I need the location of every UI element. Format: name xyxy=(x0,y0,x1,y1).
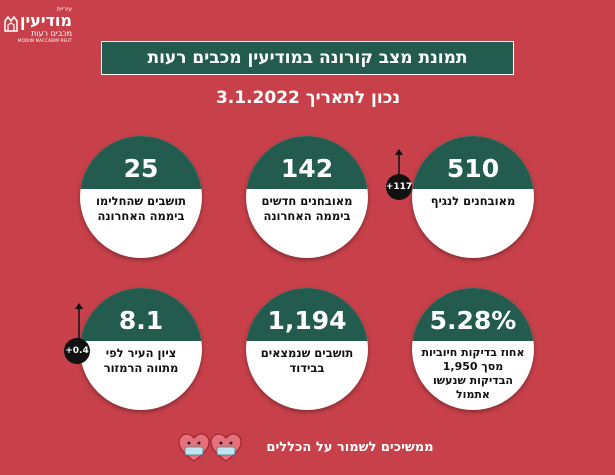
stat-value: 510 xyxy=(412,136,534,189)
crown-icon xyxy=(4,16,18,32)
page-title-text: תמונת מצב קורונה במודיעין מכבים רעות xyxy=(147,48,468,68)
logo-city-name: מודיעין xyxy=(19,11,72,30)
stat-value: 5.28% xyxy=(412,288,534,341)
stat-card-positive-rate: 5.28% אחוז בדיקות חיוביות מסך 1,950 הבדי… xyxy=(412,288,534,410)
stat-value: 25 xyxy=(80,136,202,189)
stat-label: תושבים שהחלימו ביממה האחרונה xyxy=(95,194,187,223)
stat-card-traffic-light-score: 8.1 ציון העיר לפי מתווה הרמזור xyxy=(80,288,202,410)
stat-label: אחוז בדיקות חיוביות מסך 1,950 הבדיקות שנ… xyxy=(421,346,525,401)
delta-badge-score: +0.4 xyxy=(64,338,90,364)
stat-card-recovered: 25 תושבים שהחלימו ביממה האחרונה xyxy=(80,136,202,258)
delta-badge-confirmed: +117 xyxy=(386,174,412,200)
logo-subtitle: מכבים רעות xyxy=(31,29,72,38)
stat-label: מאובחנים לנגיף xyxy=(430,194,516,208)
stat-value: 142 xyxy=(246,136,368,189)
logo-english-text: MODIIN MACCABIM REUT xyxy=(17,38,72,43)
stat-label: מאובחנים חדשים ביממה האחרונה xyxy=(261,194,353,223)
stat-label: ציון העיר לפי מתווה הרמזור xyxy=(103,346,179,375)
city-logo: עיריית מודיעין מכבים רעות MODIIN MACCABI… xyxy=(4,6,74,44)
stat-card-isolation: 1,194 תושבים שנמצאים בבידוד xyxy=(246,288,368,410)
stat-value: 8.1 xyxy=(80,288,202,341)
stat-card-confirmed: 510 מאובחנים לנגיף xyxy=(412,136,534,258)
masked-hearts-icon xyxy=(178,433,242,462)
footer-slogan: ממשיכים לשמור על הכללים xyxy=(266,439,434,455)
stat-card-new-cases: 142 מאובחנים חדשים ביממה האחרונה xyxy=(246,136,368,258)
stat-label: תושבים שנמצאים בבידוד xyxy=(260,346,354,375)
stat-value: 1,194 xyxy=(246,288,368,341)
arrow-up-icon xyxy=(75,303,83,340)
page-title: תמונת מצב קורונה במודיעין מכבים רעות xyxy=(101,41,514,75)
date-line: נכון לתאריך 3.1.2022 xyxy=(215,88,401,108)
logo-small-text: עיריית xyxy=(56,6,72,13)
